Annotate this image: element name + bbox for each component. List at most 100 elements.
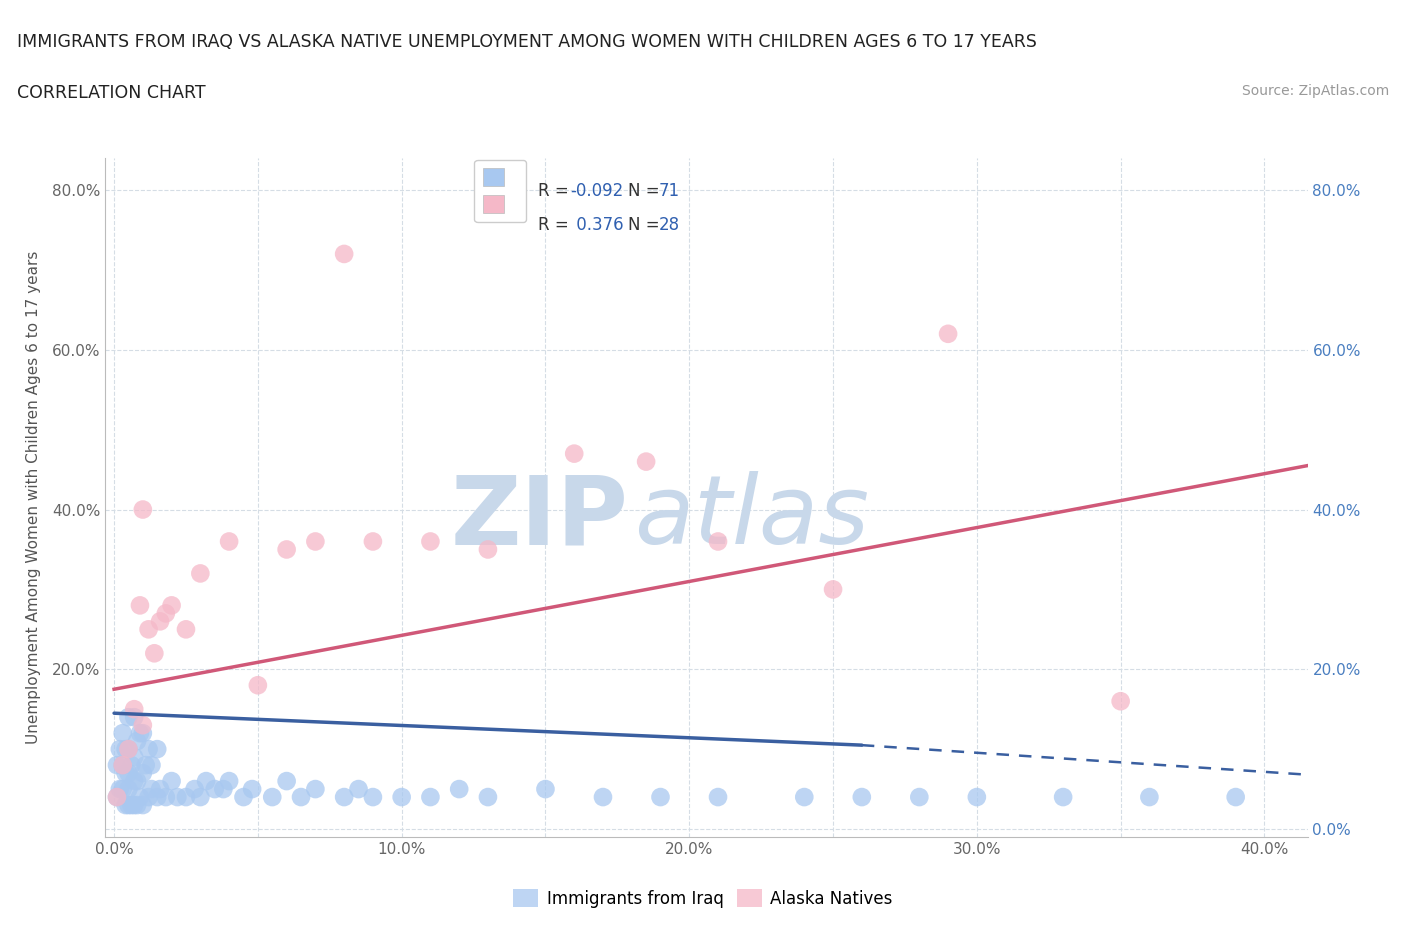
Point — [135, 758, 157, 773]
Point — [105, 790, 128, 804]
Point — [333, 246, 356, 261]
Point — [232, 790, 254, 804]
Point — [218, 774, 240, 789]
Point — [212, 781, 235, 796]
Point — [361, 790, 384, 804]
Point — [304, 534, 326, 549]
Point — [1139, 790, 1161, 804]
Point — [111, 758, 134, 773]
Point — [122, 774, 145, 789]
Point — [117, 742, 139, 757]
Point — [122, 798, 145, 813]
Point — [117, 710, 139, 724]
Point — [146, 742, 169, 757]
Point — [127, 774, 149, 789]
Point — [1225, 790, 1247, 804]
Point — [477, 790, 499, 804]
Point — [122, 750, 145, 764]
Point — [908, 790, 931, 804]
Point — [188, 790, 212, 804]
Point — [155, 790, 177, 804]
Point — [966, 790, 988, 804]
Point — [117, 765, 139, 780]
Point — [129, 790, 152, 804]
Point — [127, 798, 149, 813]
Point — [132, 718, 155, 733]
Text: CORRELATION CHART: CORRELATION CHART — [17, 84, 205, 101]
Point — [117, 742, 139, 757]
Point — [120, 798, 142, 813]
Point — [391, 790, 413, 804]
Point — [132, 798, 155, 813]
Point — [707, 534, 730, 549]
Text: 71: 71 — [658, 181, 679, 200]
Point — [707, 790, 730, 804]
Point — [534, 781, 557, 796]
Point — [146, 790, 169, 804]
Text: ZIP: ZIP — [450, 472, 628, 565]
Point — [290, 790, 312, 804]
Point — [419, 534, 441, 549]
Point — [105, 790, 128, 804]
Text: R =: R = — [538, 216, 574, 233]
Point — [122, 702, 145, 717]
Point — [105, 758, 128, 773]
Point — [138, 742, 160, 757]
Text: Source: ZipAtlas.com: Source: ZipAtlas.com — [1241, 84, 1389, 98]
Point — [195, 774, 218, 789]
Point — [160, 598, 183, 613]
Point — [246, 678, 269, 693]
Text: N =: N = — [628, 216, 665, 233]
Point — [141, 758, 163, 773]
Text: R =: R = — [538, 181, 574, 200]
Text: N =: N = — [628, 181, 665, 200]
Point — [361, 534, 384, 549]
Point — [304, 781, 326, 796]
Y-axis label: Unemployment Among Women with Children Ages 6 to 17 years: Unemployment Among Women with Children A… — [25, 251, 41, 744]
Point — [155, 606, 177, 621]
Point — [936, 326, 959, 341]
Point — [650, 790, 672, 804]
Point — [149, 781, 172, 796]
Point — [1109, 694, 1132, 709]
Text: -0.092: -0.092 — [571, 181, 624, 200]
Point — [174, 622, 197, 637]
Point — [262, 790, 284, 804]
Point — [111, 725, 134, 740]
Point — [183, 781, 205, 796]
Point — [132, 725, 155, 740]
Point — [204, 781, 226, 796]
Point — [117, 798, 139, 813]
Point — [138, 790, 160, 804]
Point — [347, 781, 370, 796]
Point — [108, 742, 131, 757]
Point — [166, 790, 188, 804]
Point — [114, 765, 136, 780]
Point — [174, 790, 197, 804]
Point — [240, 781, 263, 796]
Point — [821, 582, 844, 597]
Point — [138, 622, 160, 637]
Point — [333, 790, 356, 804]
Point — [111, 758, 134, 773]
Point — [120, 758, 142, 773]
Point — [149, 614, 172, 629]
Point — [449, 781, 471, 796]
Point — [188, 566, 212, 581]
Point — [132, 502, 155, 517]
Point — [793, 790, 815, 804]
Legend: Immigrants from Iraq, Alaska Natives: Immigrants from Iraq, Alaska Natives — [506, 883, 900, 914]
Point — [636, 454, 658, 469]
Point — [132, 765, 155, 780]
Point — [114, 798, 136, 813]
Point — [111, 781, 134, 796]
Point — [160, 774, 183, 789]
Text: IMMIGRANTS FROM IRAQ VS ALASKA NATIVE UNEMPLOYMENT AMONG WOMEN WITH CHILDREN AGE: IMMIGRANTS FROM IRAQ VS ALASKA NATIVE UN… — [17, 33, 1036, 50]
Point — [276, 542, 298, 557]
Point — [129, 598, 152, 613]
Point — [122, 710, 145, 724]
Point — [114, 742, 136, 757]
Text: 28: 28 — [658, 216, 679, 233]
Point — [129, 725, 152, 740]
Point — [592, 790, 614, 804]
